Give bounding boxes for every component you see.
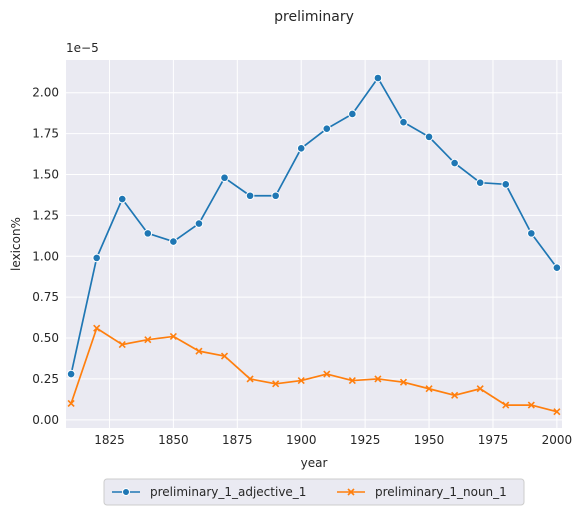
data-point (118, 341, 126, 349)
data-point (348, 109, 357, 119)
data-point (246, 375, 254, 383)
series-layer (66, 73, 562, 416)
data-point (92, 253, 101, 263)
plot-area (66, 60, 562, 428)
data-point (552, 263, 562, 273)
legend-marker-adjective (122, 488, 130, 496)
data-point (323, 370, 331, 378)
data-point (272, 380, 280, 388)
data-point (424, 132, 434, 142)
x-tick-label: 1950 (414, 433, 445, 447)
data-point (373, 73, 383, 83)
data-point (501, 180, 511, 189)
data-point (450, 158, 459, 168)
y-tick-label: 0.00 (32, 413, 59, 427)
data-point (67, 399, 75, 408)
legend: preliminary_1_adjective_1 preliminary_1_… (103, 478, 525, 506)
y-tick-label: 0.75 (32, 290, 59, 304)
x-tick-label: 2000 (542, 433, 573, 447)
data-point (527, 401, 535, 409)
data-point (476, 385, 484, 393)
series-line-1 (70, 327, 558, 413)
data-point (144, 336, 152, 344)
data-point (527, 229, 536, 238)
data-point (169, 332, 177, 340)
data-point (117, 194, 127, 204)
x-tick-label: 1925 (350, 433, 381, 447)
data-point (374, 375, 382, 383)
series-line-0 (70, 77, 558, 375)
data-point (143, 229, 153, 238)
legend-marker-noun (347, 488, 355, 496)
x-tick-label: 1850 (158, 433, 189, 447)
y-tick-label: 0.25 (32, 372, 59, 386)
data-point (271, 191, 280, 201)
x-axis-label: year (301, 456, 328, 470)
y-axis-multiplier: 1e−5 (66, 41, 99, 55)
y-tick-label: 1.00 (32, 249, 59, 263)
chart-title: preliminary (274, 9, 354, 25)
data-point (195, 347, 203, 355)
y-tick-label: 1.50 (32, 167, 59, 181)
x-tick-label: 1875 (222, 433, 253, 447)
data-point (425, 385, 433, 393)
data-point (502, 401, 510, 409)
legend-label-adjective: preliminary_1_adjective_1 (150, 485, 306, 499)
data-point (169, 237, 178, 246)
y-tick-label: 0.50 (32, 331, 59, 345)
grid-lines (66, 60, 562, 428)
y-tick-label: 1.25 (32, 208, 59, 222)
data-point (220, 352, 229, 360)
y-tick-label: 2.00 (32, 86, 59, 100)
ticks: 1825 1850 1875 1900 1925 1950 1975 2000 0.00 0.25… (32, 86, 572, 447)
x-tick-label: 1825 (94, 433, 125, 447)
data-point (399, 117, 408, 127)
data-point (348, 377, 356, 385)
y-tick-label: 1.75 (32, 127, 59, 141)
x-tick-label: 1900 (286, 433, 317, 447)
legend-item-noun: preliminary_1_noun_1 (337, 485, 507, 499)
data-point (93, 324, 101, 332)
data-point (245, 191, 255, 201)
data-point (322, 124, 332, 133)
y-axis-label: lexicon% (9, 217, 23, 271)
data-point (66, 369, 76, 379)
data-point (399, 378, 408, 386)
data-point (297, 377, 305, 385)
data-point (451, 391, 459, 399)
data-point (296, 144, 306, 153)
legend-label-noun: preliminary_1_noun_1 (375, 485, 507, 499)
data-point (553, 408, 561, 416)
legend-box (103, 478, 525, 506)
data-point (194, 219, 204, 228)
legend-item-adjective: preliminary_1_adjective_1 (112, 485, 306, 499)
data-point (475, 178, 485, 187)
x-tick-label: 1975 (478, 433, 509, 447)
data-point (220, 173, 229, 183)
